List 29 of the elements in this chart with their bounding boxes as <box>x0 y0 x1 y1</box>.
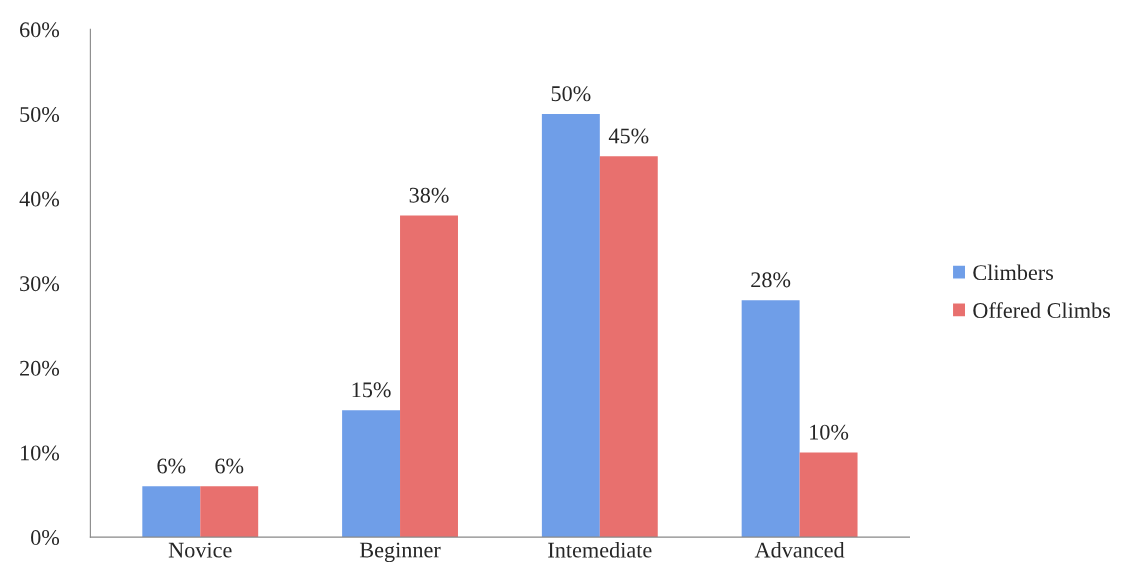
bar <box>599 156 658 538</box>
y-tick-label: 30% <box>20 276 60 292</box>
legend-label: Climbers <box>973 264 1054 281</box>
bar <box>541 113 600 538</box>
bar <box>142 486 201 538</box>
bar <box>799 452 858 538</box>
legend-label: Offered Climbs <box>973 302 1111 319</box>
x-tick-label: Advanced <box>754 541 845 558</box>
bar <box>400 215 458 538</box>
x-tick-label: Novice <box>168 542 232 558</box>
data-label: 50% <box>551 86 591 102</box>
x-tick-label: Intemediate <box>548 541 652 558</box>
y-tick-label: 10% <box>21 445 60 461</box>
data-label: 6% <box>157 458 186 474</box>
data-label: 10% <box>810 424 849 440</box>
x-tick-label: Beginner <box>359 542 441 563</box>
bar <box>741 300 800 538</box>
y-tick-label: 20% <box>20 360 60 376</box>
y-tick-label: 50% <box>20 106 60 122</box>
data-label: 38% <box>409 187 449 203</box>
data-label: 15% <box>352 382 391 398</box>
bar <box>200 486 259 538</box>
y-tick-label: 60% <box>20 22 60 38</box>
data-label: 28% <box>751 272 791 288</box>
y-tick-label: 0% <box>31 530 60 546</box>
data-label: 45% <box>608 128 649 144</box>
y-tick-label: 40% <box>19 191 60 207</box>
data-label: 6% <box>215 458 244 474</box>
bar <box>342 410 401 538</box>
